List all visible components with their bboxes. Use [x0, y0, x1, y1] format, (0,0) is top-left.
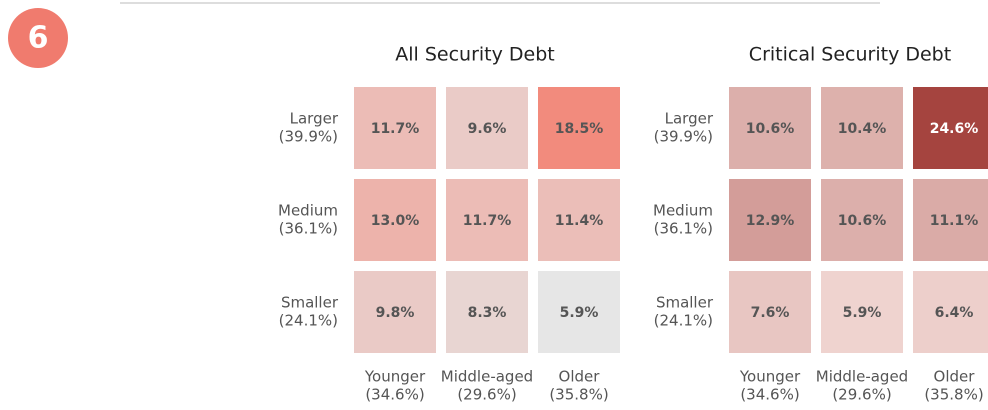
row-share: (36.1%)	[279, 220, 338, 238]
heat-cell	[729, 87, 811, 169]
column-share: (35.8%)	[924, 386, 983, 404]
cell-label: 9.6%	[468, 121, 507, 137]
row-label: Medium	[653, 202, 713, 220]
cell-label: 10.4%	[838, 121, 887, 137]
row-share: (39.9%)	[279, 128, 338, 146]
row-share: (39.9%)	[654, 128, 713, 146]
column-share: (34.6%)	[740, 386, 799, 404]
heat-cell	[913, 179, 988, 261]
heat-cell	[446, 271, 528, 353]
heat-cell	[913, 87, 988, 169]
column-share: (34.6%)	[365, 386, 424, 404]
row-label: Smaller	[656, 294, 714, 312]
heat-cell	[821, 87, 903, 169]
cell-label: 11.1%	[930, 213, 979, 229]
row-label: Larger	[290, 110, 339, 128]
cell-label: 24.6%	[930, 121, 979, 137]
heat-cell	[538, 271, 620, 353]
badge	[8, 8, 68, 68]
heat-cell	[729, 271, 811, 353]
column-label: Younger	[364, 368, 426, 386]
cell-label: 12.9%	[746, 213, 795, 229]
cell-label: 11.4%	[555, 213, 604, 229]
column-label: Older	[934, 368, 976, 386]
cell-label: 8.3%	[468, 305, 507, 321]
column-label: Younger	[739, 368, 801, 386]
cell-label: 10.6%	[746, 121, 795, 137]
chart-title: Critical Security Debt	[749, 44, 951, 66]
row-share: (24.1%)	[654, 312, 713, 330]
heat-cell	[446, 87, 528, 169]
cell-label: 7.6%	[751, 305, 790, 321]
column-label: Middle-aged	[816, 368, 908, 386]
row-label: Smaller	[281, 294, 339, 312]
heat-cell	[446, 179, 528, 261]
column-share: (35.8%)	[549, 386, 608, 404]
heat-cell	[354, 271, 436, 353]
row-share: (36.1%)	[654, 220, 713, 238]
cell-label: 18.5%	[555, 121, 604, 137]
cell-label: 6.4%	[935, 305, 974, 321]
badge-number: 6	[28, 21, 49, 56]
row-label: Larger	[665, 110, 714, 128]
column-share: (29.6%)	[457, 386, 516, 404]
cell-label: 13.0%	[371, 213, 420, 229]
heat-cell	[538, 179, 620, 261]
heat-cell	[538, 87, 620, 169]
cell-label: 11.7%	[371, 121, 420, 137]
row-share: (24.1%)	[279, 312, 338, 330]
cell-label: 5.9%	[843, 305, 882, 321]
cell-label: 11.7%	[463, 213, 512, 229]
cell-label: 10.6%	[838, 213, 887, 229]
heat-cell	[821, 271, 903, 353]
heat-cell	[729, 179, 811, 261]
column-label: Middle-aged	[441, 368, 533, 386]
heat-cell	[913, 271, 988, 353]
heat-cell	[354, 179, 436, 261]
chart-title: All Security Debt	[395, 44, 555, 66]
heat-cell	[354, 87, 436, 169]
row-label: Medium	[278, 202, 338, 220]
column-label: Older	[559, 368, 601, 386]
cell-label: 5.9%	[560, 305, 599, 321]
cell-label: 9.8%	[376, 305, 415, 321]
heat-cell	[821, 179, 903, 261]
column-share: (29.6%)	[832, 386, 891, 404]
